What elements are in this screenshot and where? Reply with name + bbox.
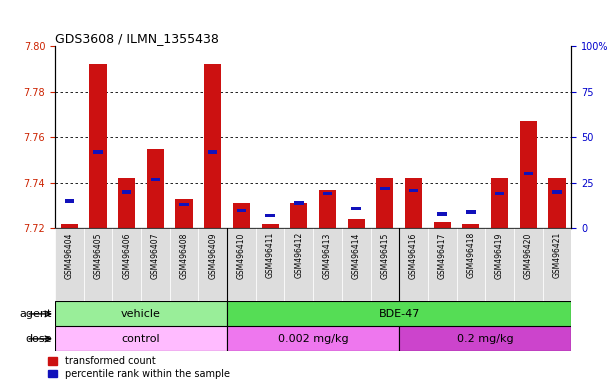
- FancyBboxPatch shape: [55, 326, 227, 351]
- Bar: [93, 150, 103, 154]
- Text: GSM496417: GSM496417: [437, 232, 447, 278]
- Text: GSM496421: GSM496421: [552, 232, 562, 278]
- Text: GSM496418: GSM496418: [466, 232, 475, 278]
- Text: vehicle: vehicle: [121, 309, 161, 319]
- FancyBboxPatch shape: [170, 228, 199, 301]
- Text: GSM496409: GSM496409: [208, 232, 218, 279]
- FancyBboxPatch shape: [55, 228, 84, 301]
- Bar: [236, 209, 246, 212]
- Text: agent: agent: [20, 309, 52, 319]
- FancyBboxPatch shape: [227, 326, 399, 351]
- FancyBboxPatch shape: [55, 301, 227, 326]
- Bar: [265, 214, 275, 217]
- FancyBboxPatch shape: [256, 228, 285, 301]
- Bar: [376, 178, 393, 228]
- FancyBboxPatch shape: [141, 228, 170, 301]
- Text: control: control: [122, 334, 160, 344]
- FancyBboxPatch shape: [456, 228, 485, 301]
- Bar: [60, 224, 78, 228]
- Bar: [491, 178, 508, 228]
- Bar: [262, 224, 279, 228]
- Text: GSM496408: GSM496408: [180, 232, 189, 278]
- Text: GSM496406: GSM496406: [122, 232, 131, 279]
- Bar: [118, 178, 135, 228]
- FancyBboxPatch shape: [199, 228, 227, 301]
- Text: dose: dose: [26, 334, 52, 344]
- FancyBboxPatch shape: [485, 228, 514, 301]
- Text: GSM496411: GSM496411: [266, 232, 274, 278]
- Text: GSM496419: GSM496419: [495, 232, 504, 278]
- Bar: [348, 219, 365, 228]
- Bar: [463, 224, 480, 228]
- Bar: [319, 190, 336, 228]
- Bar: [175, 199, 192, 228]
- Bar: [548, 178, 566, 228]
- FancyBboxPatch shape: [285, 228, 313, 301]
- Bar: [524, 172, 533, 175]
- FancyBboxPatch shape: [112, 228, 141, 301]
- Text: GSM496410: GSM496410: [237, 232, 246, 278]
- FancyBboxPatch shape: [342, 228, 370, 301]
- Bar: [323, 192, 332, 195]
- FancyBboxPatch shape: [370, 228, 399, 301]
- Bar: [380, 187, 390, 190]
- Bar: [151, 177, 160, 181]
- Text: GDS3608 / ILMN_1355438: GDS3608 / ILMN_1355438: [55, 32, 219, 45]
- Bar: [233, 204, 250, 228]
- Bar: [351, 207, 361, 210]
- Text: GSM496416: GSM496416: [409, 232, 418, 278]
- Text: GSM496420: GSM496420: [524, 232, 533, 278]
- Bar: [520, 121, 537, 228]
- Text: GSM496407: GSM496407: [151, 232, 160, 279]
- Bar: [294, 201, 304, 205]
- Text: GSM496413: GSM496413: [323, 232, 332, 278]
- Bar: [290, 204, 307, 228]
- Bar: [495, 192, 504, 195]
- Bar: [180, 203, 189, 207]
- Bar: [437, 212, 447, 215]
- FancyBboxPatch shape: [84, 228, 112, 301]
- FancyBboxPatch shape: [399, 228, 428, 301]
- Bar: [552, 190, 562, 194]
- Text: 0.002 mg/kg: 0.002 mg/kg: [278, 334, 348, 344]
- Text: GSM496405: GSM496405: [93, 232, 103, 279]
- Bar: [122, 190, 131, 194]
- Text: 0.2 mg/kg: 0.2 mg/kg: [457, 334, 514, 344]
- FancyBboxPatch shape: [313, 228, 342, 301]
- Legend: transformed count, percentile rank within the sample: transformed count, percentile rank withi…: [48, 356, 230, 379]
- FancyBboxPatch shape: [227, 228, 256, 301]
- Bar: [208, 150, 218, 154]
- Text: GSM496415: GSM496415: [380, 232, 389, 278]
- Bar: [65, 199, 74, 203]
- FancyBboxPatch shape: [543, 228, 571, 301]
- FancyBboxPatch shape: [399, 326, 571, 351]
- Bar: [147, 149, 164, 228]
- Bar: [405, 178, 422, 228]
- Bar: [204, 64, 221, 228]
- Text: GSM496412: GSM496412: [295, 232, 303, 278]
- Text: BDE-47: BDE-47: [378, 309, 420, 319]
- Bar: [434, 222, 451, 228]
- Text: GSM496404: GSM496404: [65, 232, 74, 279]
- Text: GSM496414: GSM496414: [352, 232, 360, 278]
- Bar: [89, 64, 107, 228]
- FancyBboxPatch shape: [514, 228, 543, 301]
- Bar: [409, 189, 419, 192]
- FancyBboxPatch shape: [227, 301, 571, 326]
- FancyBboxPatch shape: [428, 228, 456, 301]
- Bar: [466, 210, 475, 214]
